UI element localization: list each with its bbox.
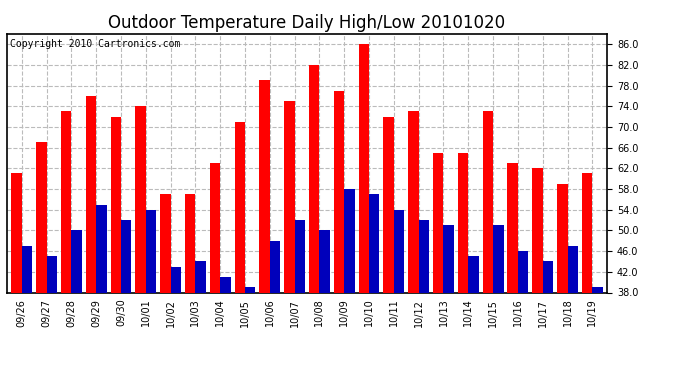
Bar: [433, 153, 444, 375]
Bar: [582, 174, 592, 375]
Bar: [235, 122, 245, 375]
Bar: [36, 142, 47, 375]
Bar: [270, 241, 280, 375]
Bar: [408, 111, 419, 375]
Bar: [245, 287, 255, 375]
Bar: [518, 251, 529, 375]
Bar: [146, 210, 156, 375]
Text: Copyright 2010 Cartronics.com: Copyright 2010 Cartronics.com: [10, 39, 180, 49]
Bar: [483, 111, 493, 375]
Bar: [210, 163, 220, 375]
Bar: [61, 111, 71, 375]
Bar: [96, 204, 107, 375]
Bar: [557, 184, 567, 375]
Bar: [567, 246, 578, 375]
Bar: [71, 230, 82, 375]
Bar: [295, 220, 305, 375]
Bar: [334, 91, 344, 375]
Bar: [592, 287, 603, 375]
Bar: [394, 210, 404, 375]
Bar: [135, 106, 146, 375]
Bar: [369, 194, 380, 375]
Bar: [384, 117, 394, 375]
Bar: [110, 117, 121, 375]
Bar: [22, 246, 32, 375]
Bar: [195, 261, 206, 375]
Bar: [259, 80, 270, 375]
Bar: [469, 256, 479, 375]
Bar: [185, 194, 195, 375]
Bar: [11, 174, 22, 375]
Bar: [458, 153, 469, 375]
Bar: [359, 44, 369, 375]
Bar: [309, 65, 319, 375]
Bar: [220, 277, 230, 375]
Title: Outdoor Temperature Daily High/Low 20101020: Outdoor Temperature Daily High/Low 20101…: [108, 14, 506, 32]
Bar: [532, 168, 543, 375]
Bar: [543, 261, 553, 375]
Bar: [170, 267, 181, 375]
Bar: [507, 163, 518, 375]
Bar: [121, 220, 131, 375]
Bar: [160, 194, 170, 375]
Bar: [444, 225, 454, 375]
Bar: [86, 96, 96, 375]
Bar: [419, 220, 429, 375]
Bar: [493, 225, 504, 375]
Bar: [284, 101, 295, 375]
Bar: [47, 256, 57, 375]
Bar: [344, 189, 355, 375]
Bar: [319, 230, 330, 375]
